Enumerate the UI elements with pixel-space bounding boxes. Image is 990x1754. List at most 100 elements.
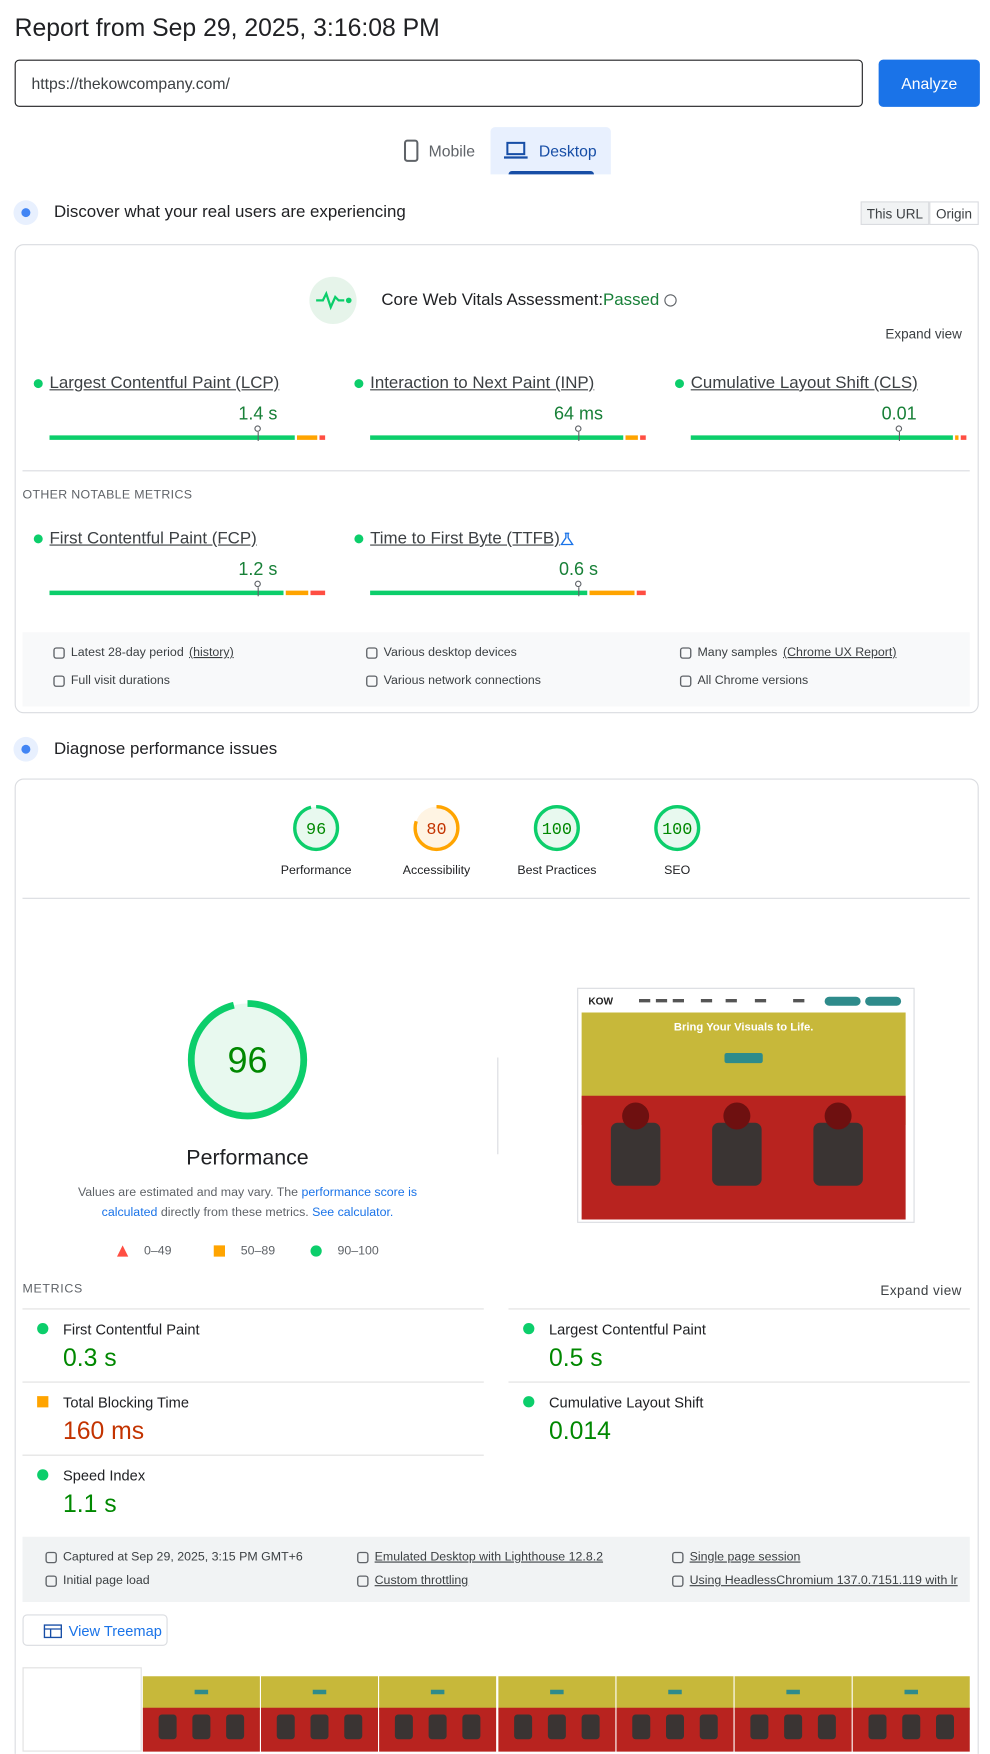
note-part[interactable]: performance score is calculated <box>101 1185 418 1220</box>
scope-toggle[interactable]: This URL <box>860 201 930 225</box>
frame-jar <box>344 1714 363 1740</box>
frame-jar <box>581 1714 600 1740</box>
url-input[interactable]: https://thekowcompany.com/ <box>14 59 863 107</box>
frame-nav <box>734 1667 852 1677</box>
frame-jar <box>868 1714 887 1740</box>
field-icon <box>13 200 39 225</box>
legend-marker <box>117 1245 129 1257</box>
treemap-label: View Treemap <box>68 1622 162 1640</box>
icon-shape <box>45 1551 57 1564</box>
treemap-button[interactable]: View Treemap <box>22 1614 168 1646</box>
distribution-bar <box>636 590 646 596</box>
detail-icon <box>672 1575 684 1587</box>
legend-marker <box>310 1245 322 1257</box>
device-tab[interactable]: Desktop <box>490 127 611 175</box>
vertical-divider <box>497 1057 499 1155</box>
metric-name[interactable]: Interaction to Next Paint (INP) <box>370 373 595 393</box>
pass-dot <box>523 1323 535 1335</box>
metric-name[interactable]: Time to First Byte (TTFB) <box>370 528 560 548</box>
frame-jar <box>462 1714 481 1740</box>
icon-shape <box>366 675 378 687</box>
category-name[interactable]: Performance <box>280 864 352 878</box>
lab-icon <box>13 736 39 762</box>
lab-card <box>14 778 979 1754</box>
detail-text[interactable]: Emulated Desktop with Lighthouse 12.8.2 <box>374 1550 604 1564</box>
expand-view[interactable]: Expand view <box>885 326 962 342</box>
icon-shape <box>672 1575 684 1587</box>
frame-jar <box>547 1714 566 1740</box>
detail-text[interactable]: Custom throttling <box>374 1573 469 1588</box>
filmstrip-frame <box>261 1667 379 1752</box>
filmstrip-frame <box>734 1667 852 1752</box>
tab-label: Desktop <box>538 141 597 160</box>
berries <box>824 1102 852 1130</box>
gauge-score: 96 <box>227 1040 267 1081</box>
detail-icon <box>672 1551 684 1564</box>
nav-item <box>754 999 767 1003</box>
score-gauge: 96 <box>187 1000 308 1120</box>
assessment-label: Core Web Vitals Assessment: <box>381 290 604 310</box>
detail-link[interactable]: (history) <box>189 645 234 660</box>
report-title: Report from Sep 29, 2025, 3:16:08 PM <box>14 13 440 42</box>
other-heading: OTHER NOTABLE METRICS <box>22 488 193 502</box>
score-note: Values are estimated and may vary. The p… <box>56 1182 439 1223</box>
gauge-fill <box>655 806 699 850</box>
frame-jar <box>276 1714 295 1740</box>
legend-label: 90–100 <box>337 1244 379 1258</box>
distribution-bar <box>589 590 635 596</box>
filmstrip-frame <box>497 1667 615 1752</box>
gauge-fill <box>191 1003 304 1116</box>
pass-dot <box>33 534 43 544</box>
scope-toggle[interactable]: Origin <box>929 201 979 225</box>
score-gauge: 100 <box>533 804 580 852</box>
p75-pin <box>895 425 903 432</box>
distribution-bar <box>690 435 953 440</box>
rating-icon <box>37 1323 49 1335</box>
gauge-arc <box>293 804 340 852</box>
filmstrip-frame <box>852 1667 970 1752</box>
icon-shape <box>672 1551 684 1564</box>
p75-marker <box>257 432 259 441</box>
metric-name[interactable]: Cumulative Layout Shift (CLS) <box>690 373 918 393</box>
gauge-score: 100 <box>542 821 572 840</box>
category-name[interactable]: Best Practices <box>517 864 597 878</box>
analyze-button[interactable]: Analyze <box>878 59 980 107</box>
hero-cta <box>724 1053 763 1064</box>
note-part[interactable]: See calculator. <box>312 1206 394 1220</box>
frame-jar <box>632 1714 651 1740</box>
pin <box>254 425 262 432</box>
details-box <box>22 1536 970 1602</box>
detail-text[interactable]: Single page session <box>689 1550 801 1564</box>
metric-value: 0.6 s <box>559 560 599 580</box>
pulse <box>316 290 345 311</box>
frame-nav <box>379 1667 497 1677</box>
gauge-score: 100 <box>662 821 692 840</box>
expand-view[interactable]: Expand view <box>880 1282 962 1299</box>
nav-button <box>824 996 861 1006</box>
detail-link[interactable]: (Chrome UX Report) <box>783 645 897 660</box>
category-name[interactable]: SEO <box>664 864 691 878</box>
jar <box>712 1122 762 1186</box>
icon-shape <box>357 1551 369 1564</box>
frame-cta <box>904 1689 919 1695</box>
pin <box>254 580 262 588</box>
metric-name[interactable]: First Contentful Paint (FCP) <box>49 528 257 548</box>
pass-dot <box>354 534 364 544</box>
category-name[interactable]: Accessibility <box>402 864 471 878</box>
jar <box>813 1122 863 1186</box>
detail-text[interactable]: Using HeadlessChromium 137.0.7151.119 wi… <box>689 1573 958 1588</box>
pass-dot <box>33 379 43 389</box>
phone-icon <box>403 139 419 162</box>
metric-name[interactable]: Largest Contentful Paint (LCP) <box>49 373 280 393</box>
assessment-status: Passed <box>603 290 660 310</box>
device-tab[interactable]: Mobile <box>388 127 490 174</box>
status-dot <box>675 379 684 389</box>
detail-icon <box>357 1551 369 1564</box>
gauge-fill <box>535 806 579 850</box>
frame-jar <box>429 1714 448 1740</box>
pass-dot <box>523 1396 535 1408</box>
rating-icon <box>523 1396 535 1408</box>
frame-cta <box>786 1689 800 1695</box>
filmstrip-frame <box>616 1667 734 1752</box>
